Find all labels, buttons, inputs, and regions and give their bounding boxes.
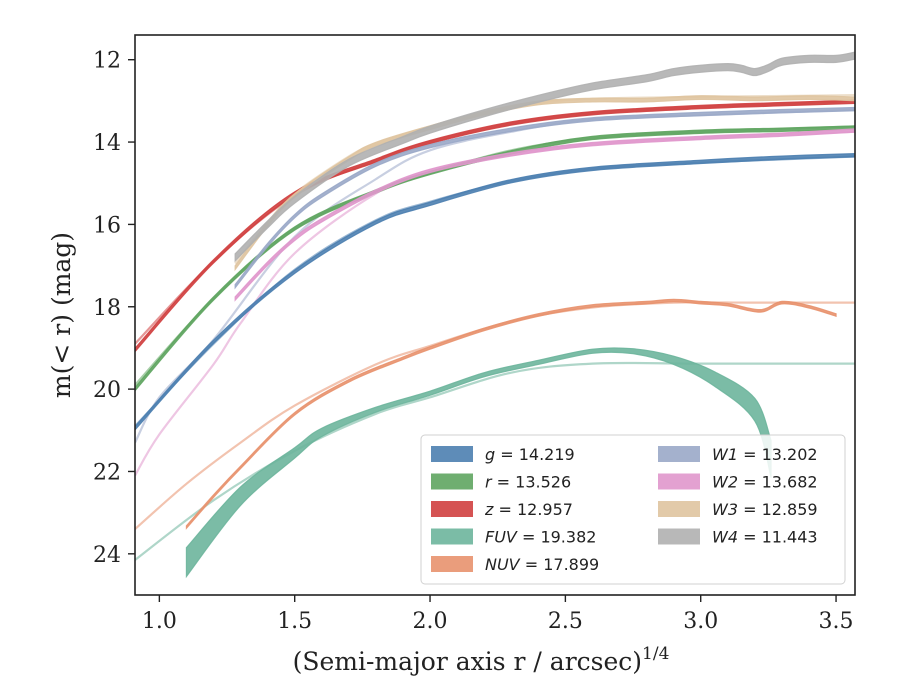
y-axis-label: m(< r) (mag) xyxy=(47,232,76,398)
x-axis-label-exponent: 1/4 xyxy=(642,644,669,664)
legend: g = 14.219 r = 13.526 z = 12.957 FUV = 19.3… xyxy=(420,434,846,585)
legend-swatch-g xyxy=(431,446,473,462)
legend-label-w2: W2 = 13.682 xyxy=(712,473,818,492)
y-tick-label: 18 xyxy=(93,296,121,321)
legend-swatch-w2 xyxy=(658,473,700,490)
legend-label-w3: W3 = 12.859 xyxy=(712,500,818,519)
legend-swatch-w1 xyxy=(658,446,700,462)
data-band-g xyxy=(135,152,855,431)
plot-frame xyxy=(134,34,856,596)
legend-label-r: r = 13.526 xyxy=(485,473,571,492)
y-tick-label: 14 xyxy=(93,131,121,156)
data-band-z xyxy=(135,99,855,353)
legend-swatch-z xyxy=(431,501,473,517)
data-band-w2 xyxy=(234,128,855,302)
legend-frame xyxy=(420,434,846,585)
x-tick-label: 1.5 xyxy=(277,609,312,634)
data-band-w4 xyxy=(234,51,855,263)
x-tick-label: 3.5 xyxy=(819,609,854,634)
legend-swatch-r xyxy=(431,473,473,490)
x-tick-label: 3.0 xyxy=(683,609,718,634)
data-band-w1 xyxy=(234,106,855,290)
legend-label-z: z = 12.957 xyxy=(484,500,573,519)
x-tick-label: 2.0 xyxy=(413,609,448,634)
y-tick-label: 24 xyxy=(93,543,121,568)
legend-label-w4: W4 = 11.443 xyxy=(712,528,818,547)
y-tick-label: 20 xyxy=(93,378,121,403)
y-tick-label: 22 xyxy=(93,460,121,485)
x-axis-label: (Semi-major axis r / arcsec)1/4 xyxy=(293,644,670,676)
data-band-w3 xyxy=(234,95,855,272)
data-band-nuv xyxy=(185,298,837,530)
legend-label-fuv: FUV = 19.382 xyxy=(485,528,596,547)
legend-swatch-w3 xyxy=(658,501,700,517)
legend-swatch-fuv xyxy=(431,528,473,545)
legend-swatch-nuv xyxy=(431,556,473,572)
x-tick-label: 2.5 xyxy=(548,609,583,634)
y-tick-label: 16 xyxy=(93,213,121,238)
ticks-layer: 1.0 1.5 2.0 2.5 3.0 3.5 12 14 16 18 20 22 24 xyxy=(93,49,854,634)
y-tick-label: 12 xyxy=(93,49,121,74)
legend-label-g: g = 14.219 xyxy=(485,445,575,464)
x-tick-label: 1.0 xyxy=(142,609,177,634)
legend-label-nuv: NUV = 17.899 xyxy=(485,555,599,574)
legend-label-w1: W1 = 13.202 xyxy=(712,445,818,464)
legend-swatch-w4 xyxy=(658,528,700,545)
